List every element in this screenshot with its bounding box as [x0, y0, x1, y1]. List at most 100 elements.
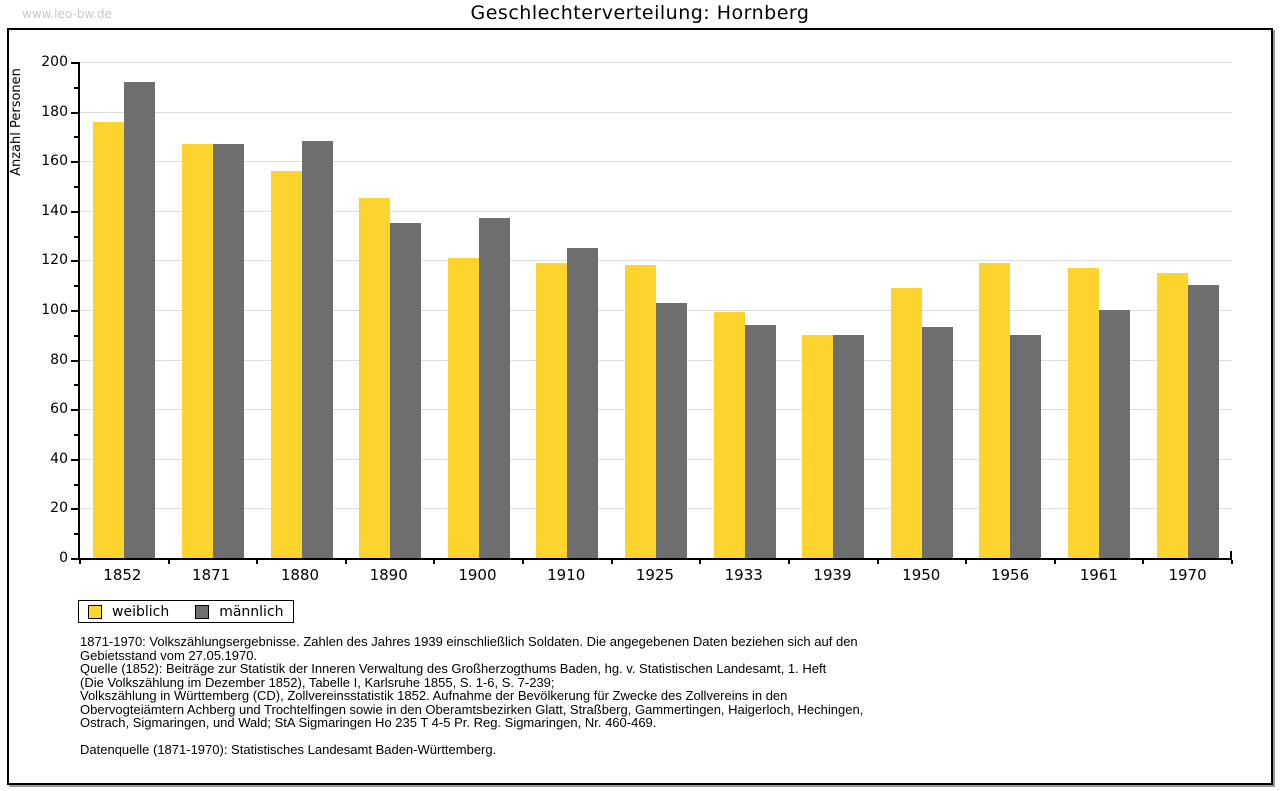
bar-group-1939: [789, 62, 878, 558]
x-tick-label-1956: 1956: [990, 566, 1030, 584]
y-major-tick: [71, 359, 78, 362]
chart-frame: Anzahl Personen 0 20 40 60 80 100 120 140 160 180…: [7, 28, 1273, 785]
y-tick-label: 120: [41, 252, 68, 269]
y-minor-tick: [74, 285, 78, 288]
bar-group-1880: [257, 62, 346, 558]
bar-group-1900: [434, 62, 523, 558]
x-boundary-tick: [256, 560, 259, 564]
x-tick-label-1950: 1950: [902, 566, 941, 584]
y-tick-label: 20: [50, 500, 68, 517]
y-minor-tick: [74, 434, 78, 436]
bar-männlich-1890: [390, 223, 422, 558]
y-major-tick: [71, 558, 78, 560]
x-tick-label-1900: 1900: [458, 566, 497, 584]
y-minor-tick: [74, 483, 78, 486]
y-tick-label: 180: [41, 103, 68, 120]
x-boundary-tick: [344, 560, 347, 564]
bar-weiblich-1933: [713, 312, 745, 558]
y-major-tick: [71, 409, 78, 412]
y-tick-label: 80: [50, 351, 68, 368]
x-tick-label-1933: 1933: [724, 566, 763, 584]
x-axis-labels: 1852 1871 1880 1890 1900 1910 1925 1933 1939 1950…: [78, 566, 1232, 584]
bar-weiblich-1852: [93, 121, 125, 558]
y-minor-tick: [74, 533, 78, 536]
y-tick-label: 40: [50, 450, 68, 467]
x-boundary-tick: [787, 560, 790, 564]
x-boundary-tick: [965, 560, 968, 564]
bar-männlich-1961: [1099, 310, 1130, 558]
x-tick-label-1852: 1852: [103, 566, 142, 584]
bar-weiblich-1890: [359, 198, 391, 558]
legend-swatch-maennlich: [195, 604, 210, 619]
x-boundary-tick: [1231, 560, 1233, 564]
y-tick-label: 60: [50, 401, 68, 418]
bar-group-1925: [612, 62, 701, 558]
y-minor-tick: [74, 235, 78, 238]
x-tick-label-1890: 1890: [369, 566, 408, 584]
y-tick-label: 0: [59, 550, 68, 566]
bar-männlich-1880: [301, 141, 333, 558]
y-minor-tick: [74, 86, 78, 89]
y-axis: 0 20 40 60 80 100 120 140 160 180 200: [9, 55, 78, 566]
gridline-200: [80, 62, 1232, 63]
bar-weiblich-1910: [536, 262, 568, 558]
plot-area: [78, 62, 1233, 564]
bar-weiblich-1871: [181, 143, 213, 558]
x-boundary-tick: [1142, 560, 1145, 564]
y-major-tick: [71, 210, 78, 213]
y-major-tick: [71, 111, 78, 114]
gridline-120: [80, 260, 1232, 262]
x-tick-label-1925: 1925: [635, 566, 675, 584]
footnotes: 1871-1970: Volkszählungsergebnisse. Zahl…: [80, 634, 864, 730]
x-tick-label-1880: 1880: [280, 566, 319, 584]
bar-männlich-1970: [1187, 285, 1219, 558]
bar-group-1961: [1055, 62, 1144, 558]
bar-group-1970: [1143, 62, 1232, 558]
y-major-tick: [71, 458, 78, 461]
legend-label-maennlich: männlich: [219, 603, 284, 620]
gridline-180: [80, 111, 1232, 113]
bar-männlich-1852: [124, 81, 156, 558]
page-title: Geschlechterverteilung: Hornberg: [470, 2, 810, 24]
y-tick-label: 200: [41, 54, 68, 70]
x-boundary-tick: [876, 560, 879, 564]
bar-männlich-1933: [744, 324, 776, 558]
y-tick-label: 140: [41, 202, 68, 219]
bar-group-1910: [523, 62, 612, 558]
y-major-tick: [71, 62, 78, 64]
bar-weiblich-1880: [270, 171, 302, 558]
x-boundary-tick: [167, 560, 170, 564]
bar-männlich-1925: [655, 302, 687, 558]
bar-weiblich-1956: [979, 262, 1011, 558]
y-minor-tick: [74, 334, 78, 337]
bars-layer: [80, 62, 1232, 558]
y-tick-label: 160: [41, 153, 68, 170]
x-tick-label-1939: 1939: [813, 566, 852, 584]
bar-weiblich-1961: [1068, 267, 1099, 558]
x-boundary-tick: [1053, 560, 1056, 564]
watermark: www.leo-bw.de: [22, 7, 112, 21]
bar-männlich-1950: [921, 327, 953, 558]
bar-weiblich-1925: [624, 265, 656, 558]
x-tick-label-1970: 1970: [1168, 566, 1207, 584]
x-tick-label-1871: 1871: [192, 566, 231, 584]
x-boundary-tick: [79, 560, 81, 564]
gridline-140: [80, 210, 1232, 212]
bar-weiblich-1939: [802, 334, 834, 558]
y-major-tick: [71, 260, 78, 263]
bar-weiblich-1950: [890, 287, 922, 558]
bar-weiblich-1970: [1156, 272, 1188, 558]
x-axis-end-tick: [1230, 551, 1232, 558]
y-minor-tick: [74, 136, 78, 139]
x-boundary-tick: [610, 560, 613, 564]
bar-group-1852: [80, 62, 169, 558]
bar-group-1890: [346, 62, 435, 558]
y-tick-label: 100: [41, 302, 68, 318]
legend: weiblich männlich: [78, 600, 294, 623]
bar-männlich-1910: [567, 248, 599, 558]
x-boundary-tick: [699, 560, 702, 564]
y-major-tick: [71, 508, 78, 511]
bar-group-1956: [966, 62, 1055, 558]
y-minor-tick: [74, 186, 78, 188]
